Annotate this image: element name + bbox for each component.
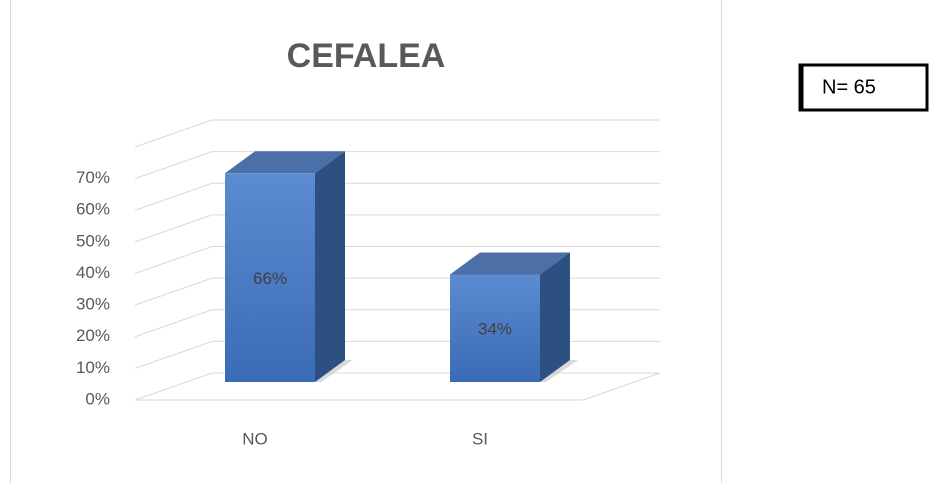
y-tick-label: 10% [76,358,110,377]
bar-top [450,252,570,275]
data-label: 66% [253,269,287,288]
data-label: 34% [478,320,512,339]
y-tick-label: 20% [76,326,110,345]
x-tick-label: SI [472,429,488,448]
bar [225,173,315,382]
floor-line [135,372,661,401]
y-tick-label: 0% [85,389,110,408]
y-tick-label: 60% [76,200,110,219]
grid-line [134,151,660,180]
grid-line [134,246,660,274]
annotation: N= 65 [822,76,876,98]
y-tick-label: 70% [76,168,110,187]
bar-side [315,151,345,382]
bar-side [540,252,570,382]
x-tick-label: NO [242,429,268,448]
chart-frame [10,0,722,483]
grid-line [134,182,660,211]
bar-top [225,151,345,174]
grid-line [134,214,660,243]
annotation-box [798,63,929,112]
y-tick-label: 50% [76,231,110,250]
chart-title: CEFALEA [287,37,446,75]
grid-line [134,119,660,148]
y-tick-label: 30% [76,295,110,314]
bar [450,274,540,382]
y-tick-label: 40% [76,263,110,282]
